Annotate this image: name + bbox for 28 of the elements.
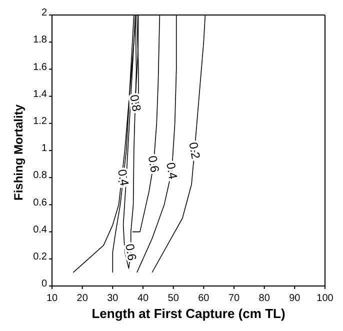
y-tick-label: 0: [41, 278, 48, 290]
x-tick-label: 70: [228, 293, 240, 304]
y-tick-label: 0.8: [33, 170, 48, 182]
text: 0.6: [145, 154, 162, 174]
y-tick-label: 1: [41, 143, 48, 154]
y-tick-label: 0.6: [33, 197, 48, 208]
y-tick-label: 1.2: [33, 116, 48, 127]
y-tick-label: 1.8: [33, 34, 48, 46]
x-tick-label: 10: [46, 293, 58, 304]
x-tick-label: 50: [168, 293, 180, 304]
x-axis-title: Length at First Capture (cm TL): [92, 306, 286, 321]
y-tick-label: 0.4: [33, 224, 48, 236]
y-axis-title: Fishing Mortality: [11, 104, 26, 200]
x-tick-label: 30: [107, 293, 119, 304]
y-tick-label: 1.6: [33, 62, 48, 73]
x-tick-label: 20: [76, 293, 88, 304]
y-tick-label: 0.2: [33, 251, 48, 262]
text: 0.6: [122, 242, 140, 262]
text: 0.2: [186, 141, 203, 160]
y-tick-label: 1.4: [33, 88, 48, 100]
text: 0.8: [127, 94, 144, 113]
x-tick-label: 60: [198, 293, 210, 304]
y-tick-label: 2: [41, 8, 48, 19]
x-tick-label: 90: [289, 293, 301, 304]
x-tick-label: 80: [258, 293, 270, 304]
text: 0.4: [163, 161, 180, 181]
x-tick-label: 100: [316, 293, 334, 304]
x-tick-label: 40: [137, 293, 149, 304]
